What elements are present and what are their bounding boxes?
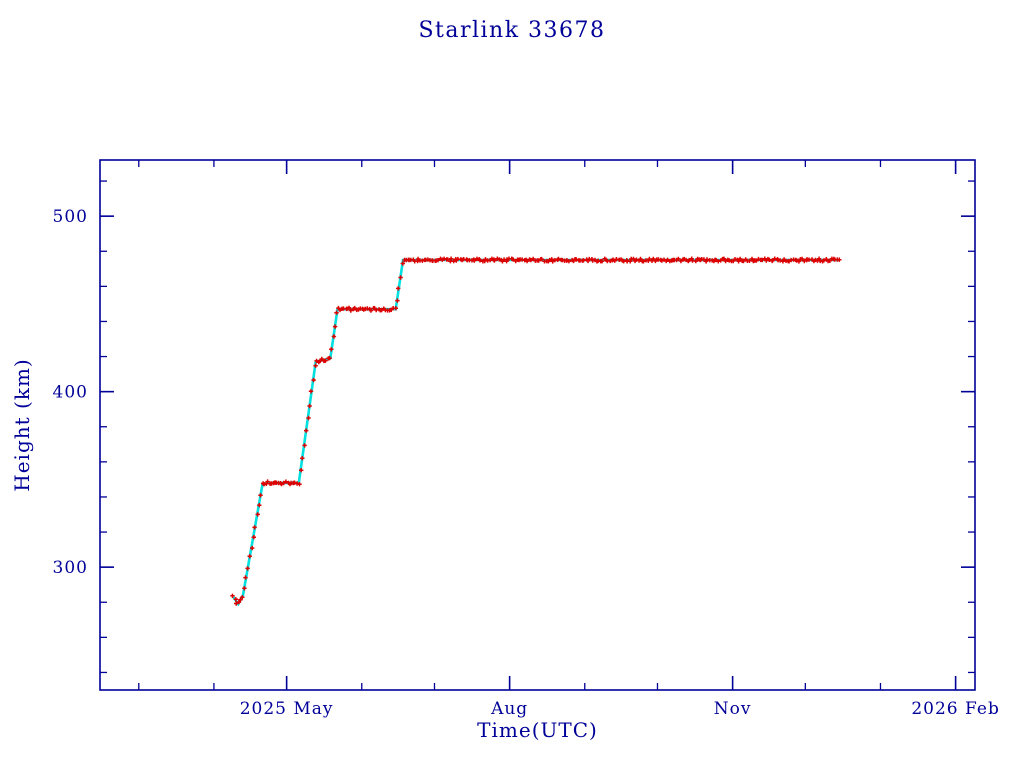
plot-frame — [99, 159, 976, 691]
x-tick-labels: 2025 May Aug Nov 2026 Feb — [240, 699, 999, 719]
y-tick-label: 500 — [53, 207, 88, 227]
chart-title: Starlink 33678 — [418, 18, 606, 43]
series-track-line — [232, 258, 840, 607]
x-tick-label: 2026 Feb — [911, 699, 999, 719]
x-axis-label: Time(UTC) — [477, 718, 598, 742]
x-tick-label: 2025 May — [240, 699, 334, 719]
y-minor-ticks — [100, 180, 975, 674]
y-tick-label: 300 — [53, 558, 88, 578]
y-tick-label: 400 — [53, 383, 88, 403]
x-minor-ticks — [138, 160, 882, 690]
series-markers — [230, 256, 842, 606]
x-tick-label: Aug — [490, 699, 528, 719]
x-tick-label: Nov — [714, 699, 752, 719]
y-tick-labels: 300 400 500 — [53, 207, 88, 578]
x-major-ticks — [285, 160, 957, 690]
y-major-ticks — [100, 215, 975, 568]
